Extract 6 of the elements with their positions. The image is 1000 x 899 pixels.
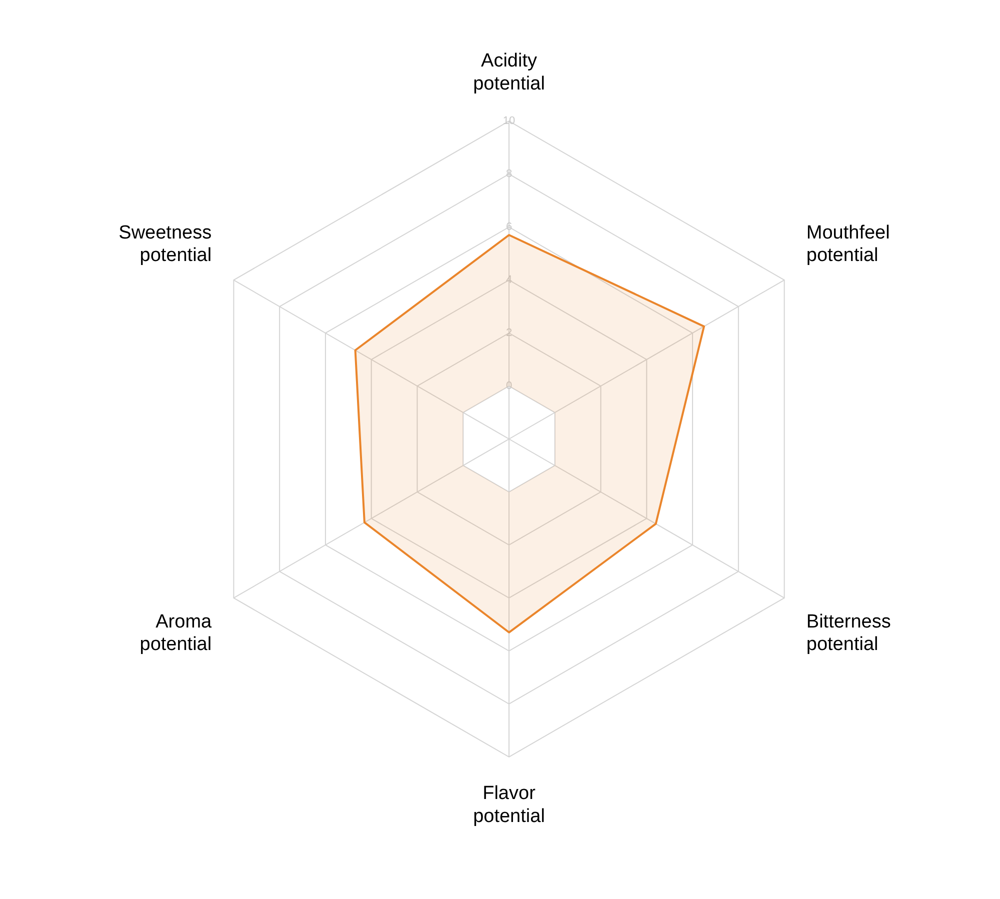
spoke-label: Sweetness potential bbox=[118, 222, 212, 266]
spoke-label: Flavor potential bbox=[473, 783, 545, 827]
spoke-label: Aroma potential bbox=[140, 611, 212, 656]
spoke-label: Bitterness potential bbox=[806, 611, 891, 656]
spoke-label: Mouthfeel potential bbox=[806, 222, 890, 266]
spoke-label: Acidity potential bbox=[473, 50, 545, 94]
